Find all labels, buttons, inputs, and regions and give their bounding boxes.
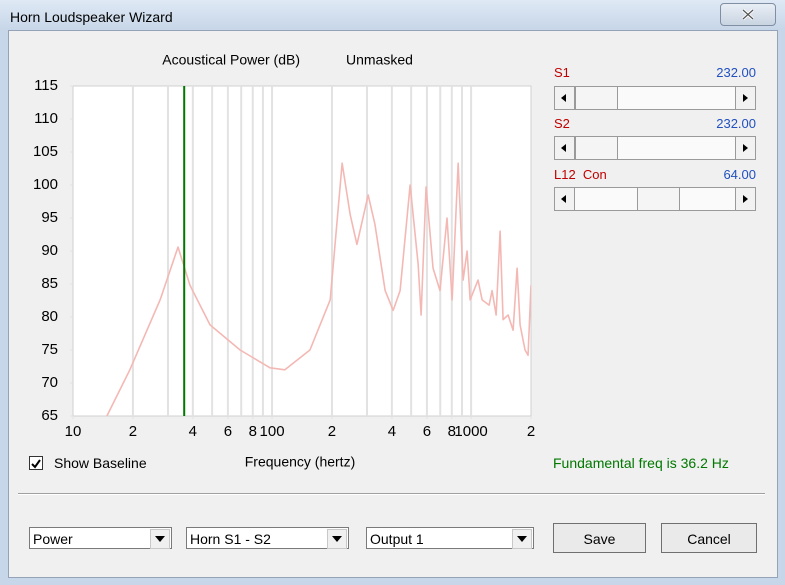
y-tick-label: 70 [41, 374, 58, 391]
scroll-left[interactable] [555, 188, 575, 210]
y-tick-label: 100 [33, 176, 58, 193]
x-tick-label: 2 [129, 423, 137, 440]
slider-label: S1 [554, 65, 570, 80]
check-mark [31, 459, 41, 469]
scroll-right[interactable] [735, 87, 755, 109]
x-tick-label: 8 [448, 423, 456, 440]
window-title: Horn Loudspeaker Wizard [10, 9, 173, 25]
save-button[interactable]: Save [553, 523, 646, 553]
title-bar [0, 0, 785, 30]
dropdown[interactable]: Horn S1 - S2 [186, 527, 349, 549]
x-axis-label: Frequency (hertz) [245, 454, 355, 470]
checkbox-label[interactable]: Show Baseline [54, 455, 147, 471]
scroll-left[interactable] [555, 137, 575, 159]
slider-thumb[interactable] [575, 137, 618, 159]
x-tick-label: 2 [527, 423, 535, 440]
slider-thumb[interactable] [575, 87, 618, 109]
y-tick-label: 95 [41, 209, 58, 226]
slider-value: 64.00 [723, 167, 756, 182]
y-tick-label: 105 [33, 143, 58, 160]
dropdown-button[interactable] [150, 529, 170, 549]
slider[interactable] [554, 136, 756, 160]
slider-value: 232.00 [716, 116, 756, 131]
dropdown[interactable]: Output 1 [366, 527, 534, 549]
chart-title: Acoustical Power (dB) [162, 52, 300, 68]
x-tick-label: 1000 [454, 423, 487, 440]
dropdown-button[interactable] [327, 529, 347, 549]
dropdown-value: Horn S1 - S2 [190, 531, 271, 547]
separator [18, 493, 765, 495]
slider-value: 232.00 [716, 65, 756, 80]
x-tick-label: 10 [65, 423, 82, 440]
slider[interactable] [554, 187, 756, 211]
scroll-right[interactable] [735, 188, 755, 210]
cancel-button[interactable]: Cancel [661, 523, 757, 553]
slider[interactable] [554, 86, 756, 110]
x-tick-label: 8 [249, 423, 257, 440]
x-tick-label: 2 [328, 423, 336, 440]
data-line [106, 162, 531, 416]
y-tick-label: 65 [41, 407, 58, 424]
x-tick-label: 6 [423, 423, 431, 440]
y-tick-label: 85 [41, 275, 58, 292]
dropdown-value: Output 1 [370, 531, 424, 547]
slider-label: L12 Con [554, 167, 607, 182]
scroll-right[interactable] [735, 137, 755, 159]
slider-label: S2 [554, 116, 570, 131]
y-tick-label: 90 [41, 242, 58, 259]
slider-thumb[interactable] [637, 188, 680, 210]
y-tick-label: 75 [41, 341, 58, 358]
dropdown-value: Power [33, 531, 73, 547]
scroll-left[interactable] [555, 87, 575, 109]
y-tick-label: 115 [34, 77, 58, 94]
y-tick-label: 80 [41, 308, 58, 325]
x-tick-label: 100 [260, 423, 285, 440]
status-text: Fundamental freq is 36.2 Hz [553, 455, 729, 471]
x-tick-label: 4 [388, 423, 396, 440]
x-tick-label: 4 [189, 423, 197, 440]
checkbox[interactable] [29, 456, 43, 470]
dropdown-button[interactable] [512, 529, 532, 549]
close-icon [741, 8, 755, 21]
dropdown[interactable]: Power [29, 527, 172, 549]
chart-subtitle: Unmasked [346, 52, 413, 68]
x-tick-label: 6 [224, 423, 232, 440]
close-button[interactable] [720, 3, 776, 26]
y-tick-label: 110 [34, 110, 58, 127]
